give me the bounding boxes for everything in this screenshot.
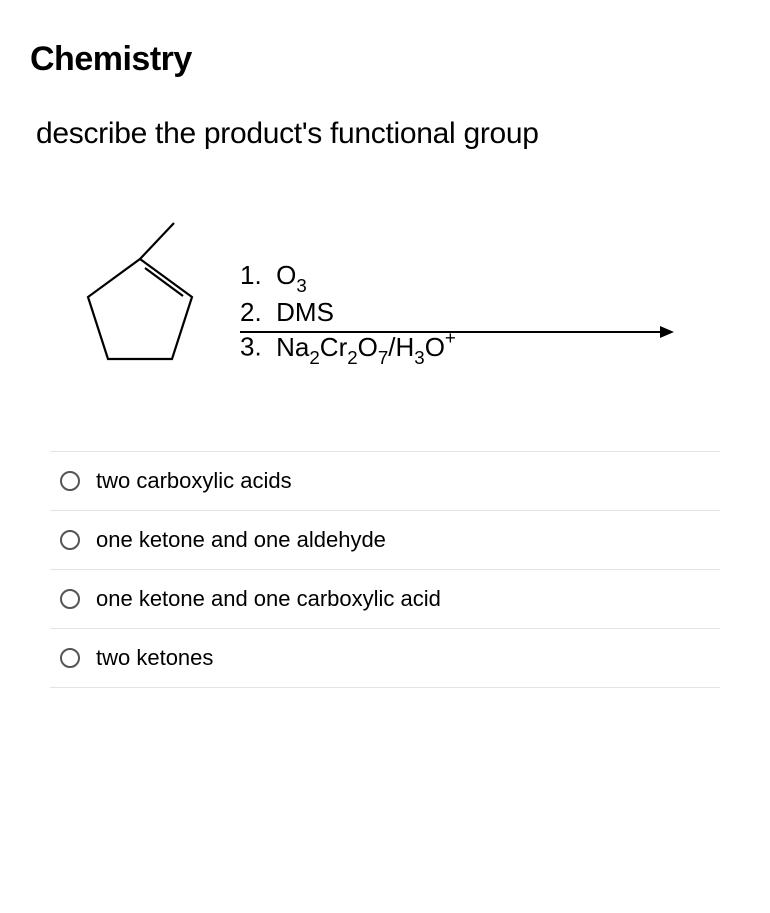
radio-icon [60, 648, 80, 668]
option-4-label: two ketones [96, 645, 213, 671]
option-3-label: one ketone and one carboxylic acid [96, 586, 441, 612]
reagent-list: 1. O3 2. DMS 3. Na2Cr2O7/H3O+ [240, 259, 456, 367]
radio-icon [60, 471, 80, 491]
option-4[interactable]: two ketones [50, 629, 720, 688]
reaction-arrow [240, 324, 680, 340]
reagent-1-formula: O3 [276, 260, 307, 290]
question-text: describe the product's functional group [36, 117, 740, 151]
option-1-label: two carboxylic acids [96, 468, 292, 494]
subject-title: Chemistry [30, 40, 740, 79]
answer-options: two carboxylic acids one ketone and one … [50, 451, 720, 688]
radio-icon [60, 589, 80, 609]
option-2[interactable]: one ketone and one aldehyde [50, 511, 720, 570]
option-1[interactable]: two carboxylic acids [50, 452, 720, 511]
radio-icon [60, 530, 80, 550]
reagent-1-num: 1. [240, 260, 262, 290]
reagent-2-formula: DMS [276, 297, 334, 327]
option-3[interactable]: one ketone and one carboxylic acid [50, 570, 720, 629]
reagent-1: 1. O3 [240, 259, 456, 296]
reagent-2-num: 2. [240, 297, 262, 327]
page: Chemistry describe the product's functio… [0, 0, 770, 718]
molecule-diagram [70, 211, 230, 391]
reaction-scheme: 1. O3 2. DMS 3. Na2Cr2O7/H3O+ [70, 211, 710, 411]
option-2-label: one ketone and one aldehyde [96, 527, 386, 553]
